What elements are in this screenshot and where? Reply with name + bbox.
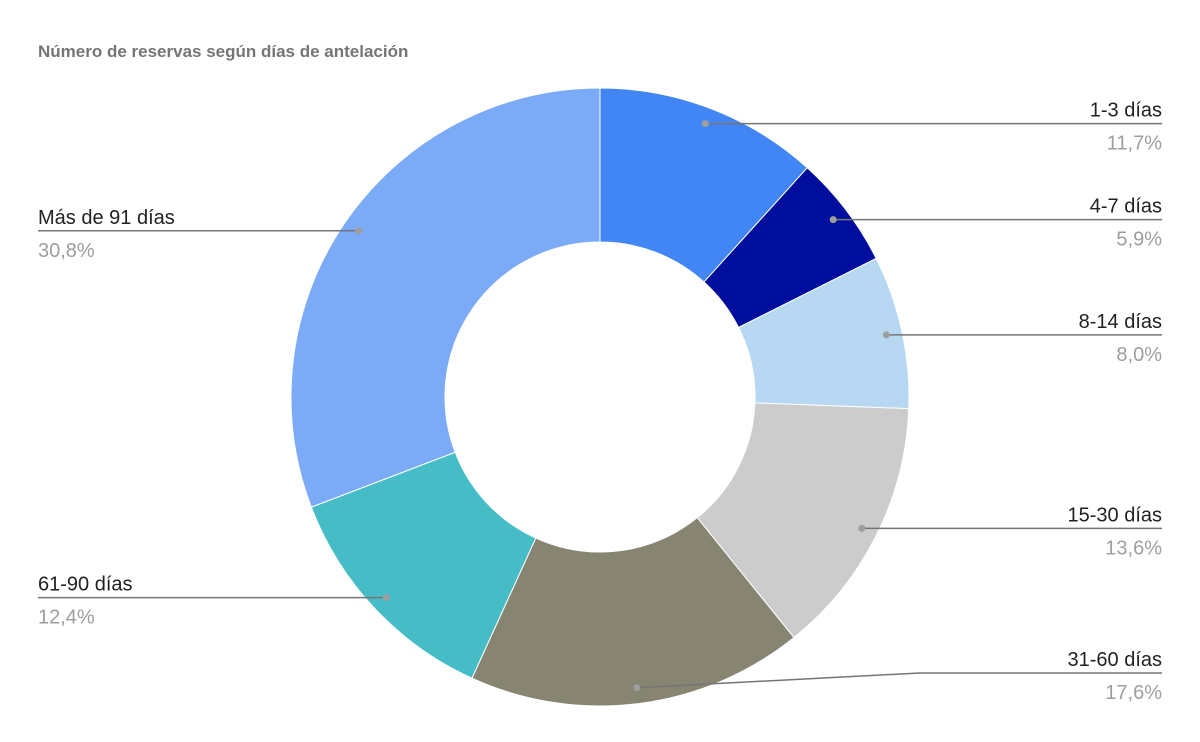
leader-dot (829, 216, 837, 224)
slice-value-label: 13,6% (1105, 537, 1162, 559)
leader-dot (701, 120, 709, 128)
slice-value-label: 30,8% (38, 240, 95, 262)
slice-label: 4-7 días (1090, 196, 1162, 218)
slice-value-label: 17,6% (1105, 682, 1162, 704)
donut-slice (310, 451, 537, 679)
slice-value-label: 5,9% (1116, 229, 1162, 251)
slice-value-label: 11,7% (1107, 133, 1162, 155)
slice-label: 15-30 días (1067, 504, 1162, 526)
chart-title: Número de reservas según días de antelac… (38, 42, 408, 61)
leader-dot (882, 331, 890, 339)
leader-dot (355, 227, 363, 235)
donut-slice (290, 87, 601, 508)
donut-slice (471, 516, 795, 707)
donut-slice (599, 87, 808, 283)
slice-value-label: 8,0% (1116, 344, 1162, 366)
slice-label: 8-14 días (1079, 311, 1162, 333)
leader-dot (858, 524, 866, 532)
slice-value-label: 12,4% (38, 607, 95, 629)
slice-label: 61-90 días (38, 574, 133, 596)
leader-dot (633, 684, 641, 692)
donut-slice (696, 402, 910, 639)
leader-dot (382, 594, 390, 602)
slice-label: Más de 91 días (38, 207, 175, 229)
slice-label: 31-60 días (1067, 649, 1162, 671)
leader-line (636, 672, 1162, 689)
slice-label: 1-3 días (1090, 100, 1162, 122)
